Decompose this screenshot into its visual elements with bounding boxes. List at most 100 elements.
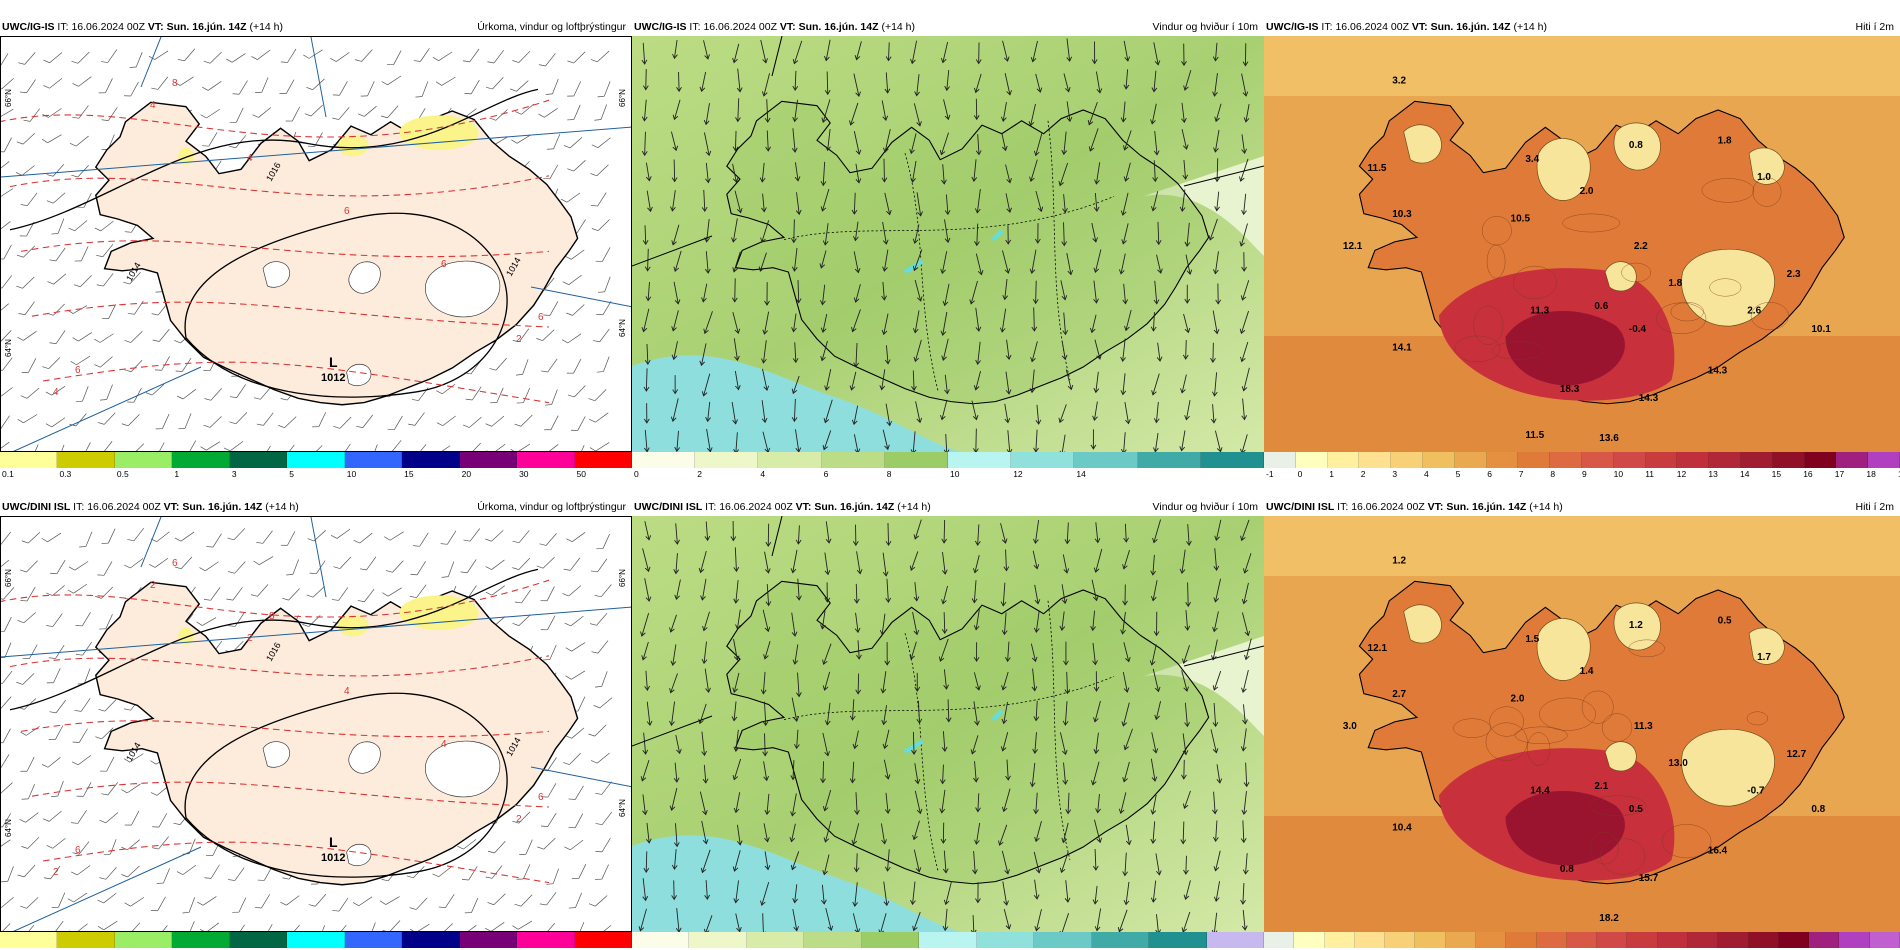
wind-arrow bbox=[938, 638, 949, 662]
wind-barb bbox=[577, 921, 585, 931]
legend-swatch bbox=[1804, 452, 1837, 468]
iceland-landmass bbox=[1, 568, 579, 886]
wind-barb bbox=[98, 78, 113, 94]
wind-arrow bbox=[940, 399, 948, 421]
wind-arrow bbox=[1124, 309, 1132, 332]
wind-arrow bbox=[1033, 792, 1039, 815]
temperature-contour bbox=[1589, 795, 1647, 816]
wind-arrow bbox=[1000, 102, 1007, 123]
wind-arrow bbox=[912, 249, 923, 272]
legend-tick-label: 8 bbox=[1550, 469, 1556, 479]
wind-arrow bbox=[642, 794, 648, 816]
wind-arrow bbox=[1153, 432, 1159, 452]
legend-swatch bbox=[804, 932, 862, 948]
wind-arrow bbox=[763, 640, 771, 660]
wind-barb bbox=[96, 244, 114, 258]
wind-arrow bbox=[820, 610, 826, 630]
wind-arrow bbox=[1183, 70, 1192, 91]
product-name: Vindur og hviður í 10m bbox=[1152, 501, 1258, 513]
isobar bbox=[9, 568, 539, 711]
graticule-line bbox=[632, 235, 713, 267]
wind-barb bbox=[1, 330, 12, 343]
legend-swatch bbox=[0, 452, 58, 468]
glacier-outline bbox=[262, 741, 290, 768]
wind-arrow bbox=[732, 130, 739, 152]
init-time-label: IT: bbox=[73, 501, 85, 513]
wind-barb bbox=[18, 52, 36, 65]
map-label: 1012 bbox=[321, 372, 345, 384]
wind-barb bbox=[53, 920, 64, 931]
wind-barb bbox=[97, 892, 117, 904]
wind-arrow bbox=[701, 373, 711, 397]
legend-swatch bbox=[1034, 932, 1092, 948]
wind-arrow bbox=[882, 729, 890, 750]
product-name: Hiti í 2m bbox=[1855, 21, 1894, 33]
wind-barb bbox=[568, 785, 584, 800]
wind-arrow bbox=[1181, 129, 1189, 150]
wind-arrow bbox=[1091, 222, 1098, 243]
wind-arrow bbox=[1066, 38, 1073, 62]
wind-barb bbox=[96, 273, 114, 287]
map-label: 64°N bbox=[618, 799, 627, 817]
wind-barb bbox=[567, 385, 586, 398]
temperature-contour bbox=[1453, 718, 1491, 738]
wind-arrow bbox=[975, 134, 982, 156]
wind-arrow bbox=[824, 582, 831, 603]
legend-tick-label: 10 bbox=[346, 469, 357, 479]
legend-swatch bbox=[574, 452, 632, 468]
precip-area bbox=[178, 147, 194, 165]
row-ig-is: UWC/IG-IS IT: 16.06.2024 00Z VT: Sun. 16… bbox=[0, 18, 1900, 479]
wind-barb bbox=[1, 616, 12, 632]
wind-arrow bbox=[764, 282, 770, 306]
wind-arrow bbox=[731, 701, 738, 722]
wind-barb bbox=[539, 533, 557, 546]
wind-arrow bbox=[911, 731, 917, 756]
wind-barb bbox=[333, 416, 352, 429]
legend-tick-label: 6 bbox=[823, 469, 829, 479]
wind-barb bbox=[121, 865, 140, 878]
wind-barb bbox=[264, 924, 273, 931]
wind-barb bbox=[332, 897, 349, 912]
wind-barb bbox=[514, 589, 532, 604]
wind-arrow bbox=[1002, 40, 1010, 62]
graticule-line bbox=[310, 517, 327, 598]
wind-arrow bbox=[1150, 880, 1157, 903]
wind-arrow bbox=[790, 851, 800, 871]
wind-arrow bbox=[732, 43, 740, 64]
temperature-contour bbox=[1590, 831, 1619, 865]
wind-barb bbox=[103, 839, 117, 856]
wind-barb bbox=[232, 897, 247, 913]
wind-arrow bbox=[1028, 103, 1036, 127]
temperature-value: 0.8 bbox=[1560, 864, 1574, 875]
wind-arrow bbox=[912, 224, 920, 245]
wind-arrow bbox=[1065, 369, 1074, 391]
wind-arrow bbox=[882, 429, 890, 451]
wind-barb bbox=[435, 76, 456, 86]
wind-barb bbox=[564, 615, 584, 627]
map-label: 4 bbox=[53, 387, 59, 398]
wind-arrow bbox=[1122, 852, 1128, 877]
legend-swatch bbox=[1581, 452, 1614, 468]
map-label: 66°N bbox=[4, 89, 13, 107]
temperature-contour bbox=[1581, 690, 1614, 724]
wind-arrow bbox=[1181, 43, 1187, 67]
wind-arrow bbox=[853, 853, 860, 873]
wind-arrow bbox=[1240, 280, 1250, 301]
map-label: 2 bbox=[53, 867, 59, 878]
wind-barb bbox=[546, 868, 559, 885]
temperature-isoline bbox=[20, 720, 550, 738]
temperature-value: 14.3 bbox=[1708, 365, 1728, 376]
legend-swatch bbox=[229, 932, 288, 948]
wind-barb bbox=[544, 415, 559, 431]
wind-barb bbox=[282, 588, 300, 601]
wind-barb bbox=[464, 79, 480, 95]
map-label: 4 bbox=[344, 686, 350, 697]
panel-title: UWC/DINI ISL IT: 16.06.2024 00Z VT: Sun.… bbox=[1264, 498, 1900, 516]
legend-swatch bbox=[884, 452, 949, 468]
legend-swatch bbox=[821, 452, 885, 468]
wind-arrow bbox=[671, 159, 678, 183]
wind-barb bbox=[352, 896, 373, 907]
wind-arrow bbox=[676, 71, 682, 93]
legend-tick-label: 0 bbox=[634, 469, 639, 479]
wind-barb bbox=[288, 924, 300, 931]
